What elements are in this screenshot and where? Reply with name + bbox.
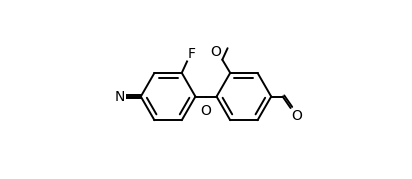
Text: F: F (188, 47, 196, 61)
Text: O: O (292, 109, 302, 123)
Text: O: O (201, 104, 211, 118)
Text: O: O (211, 45, 221, 59)
Text: N: N (114, 90, 124, 103)
